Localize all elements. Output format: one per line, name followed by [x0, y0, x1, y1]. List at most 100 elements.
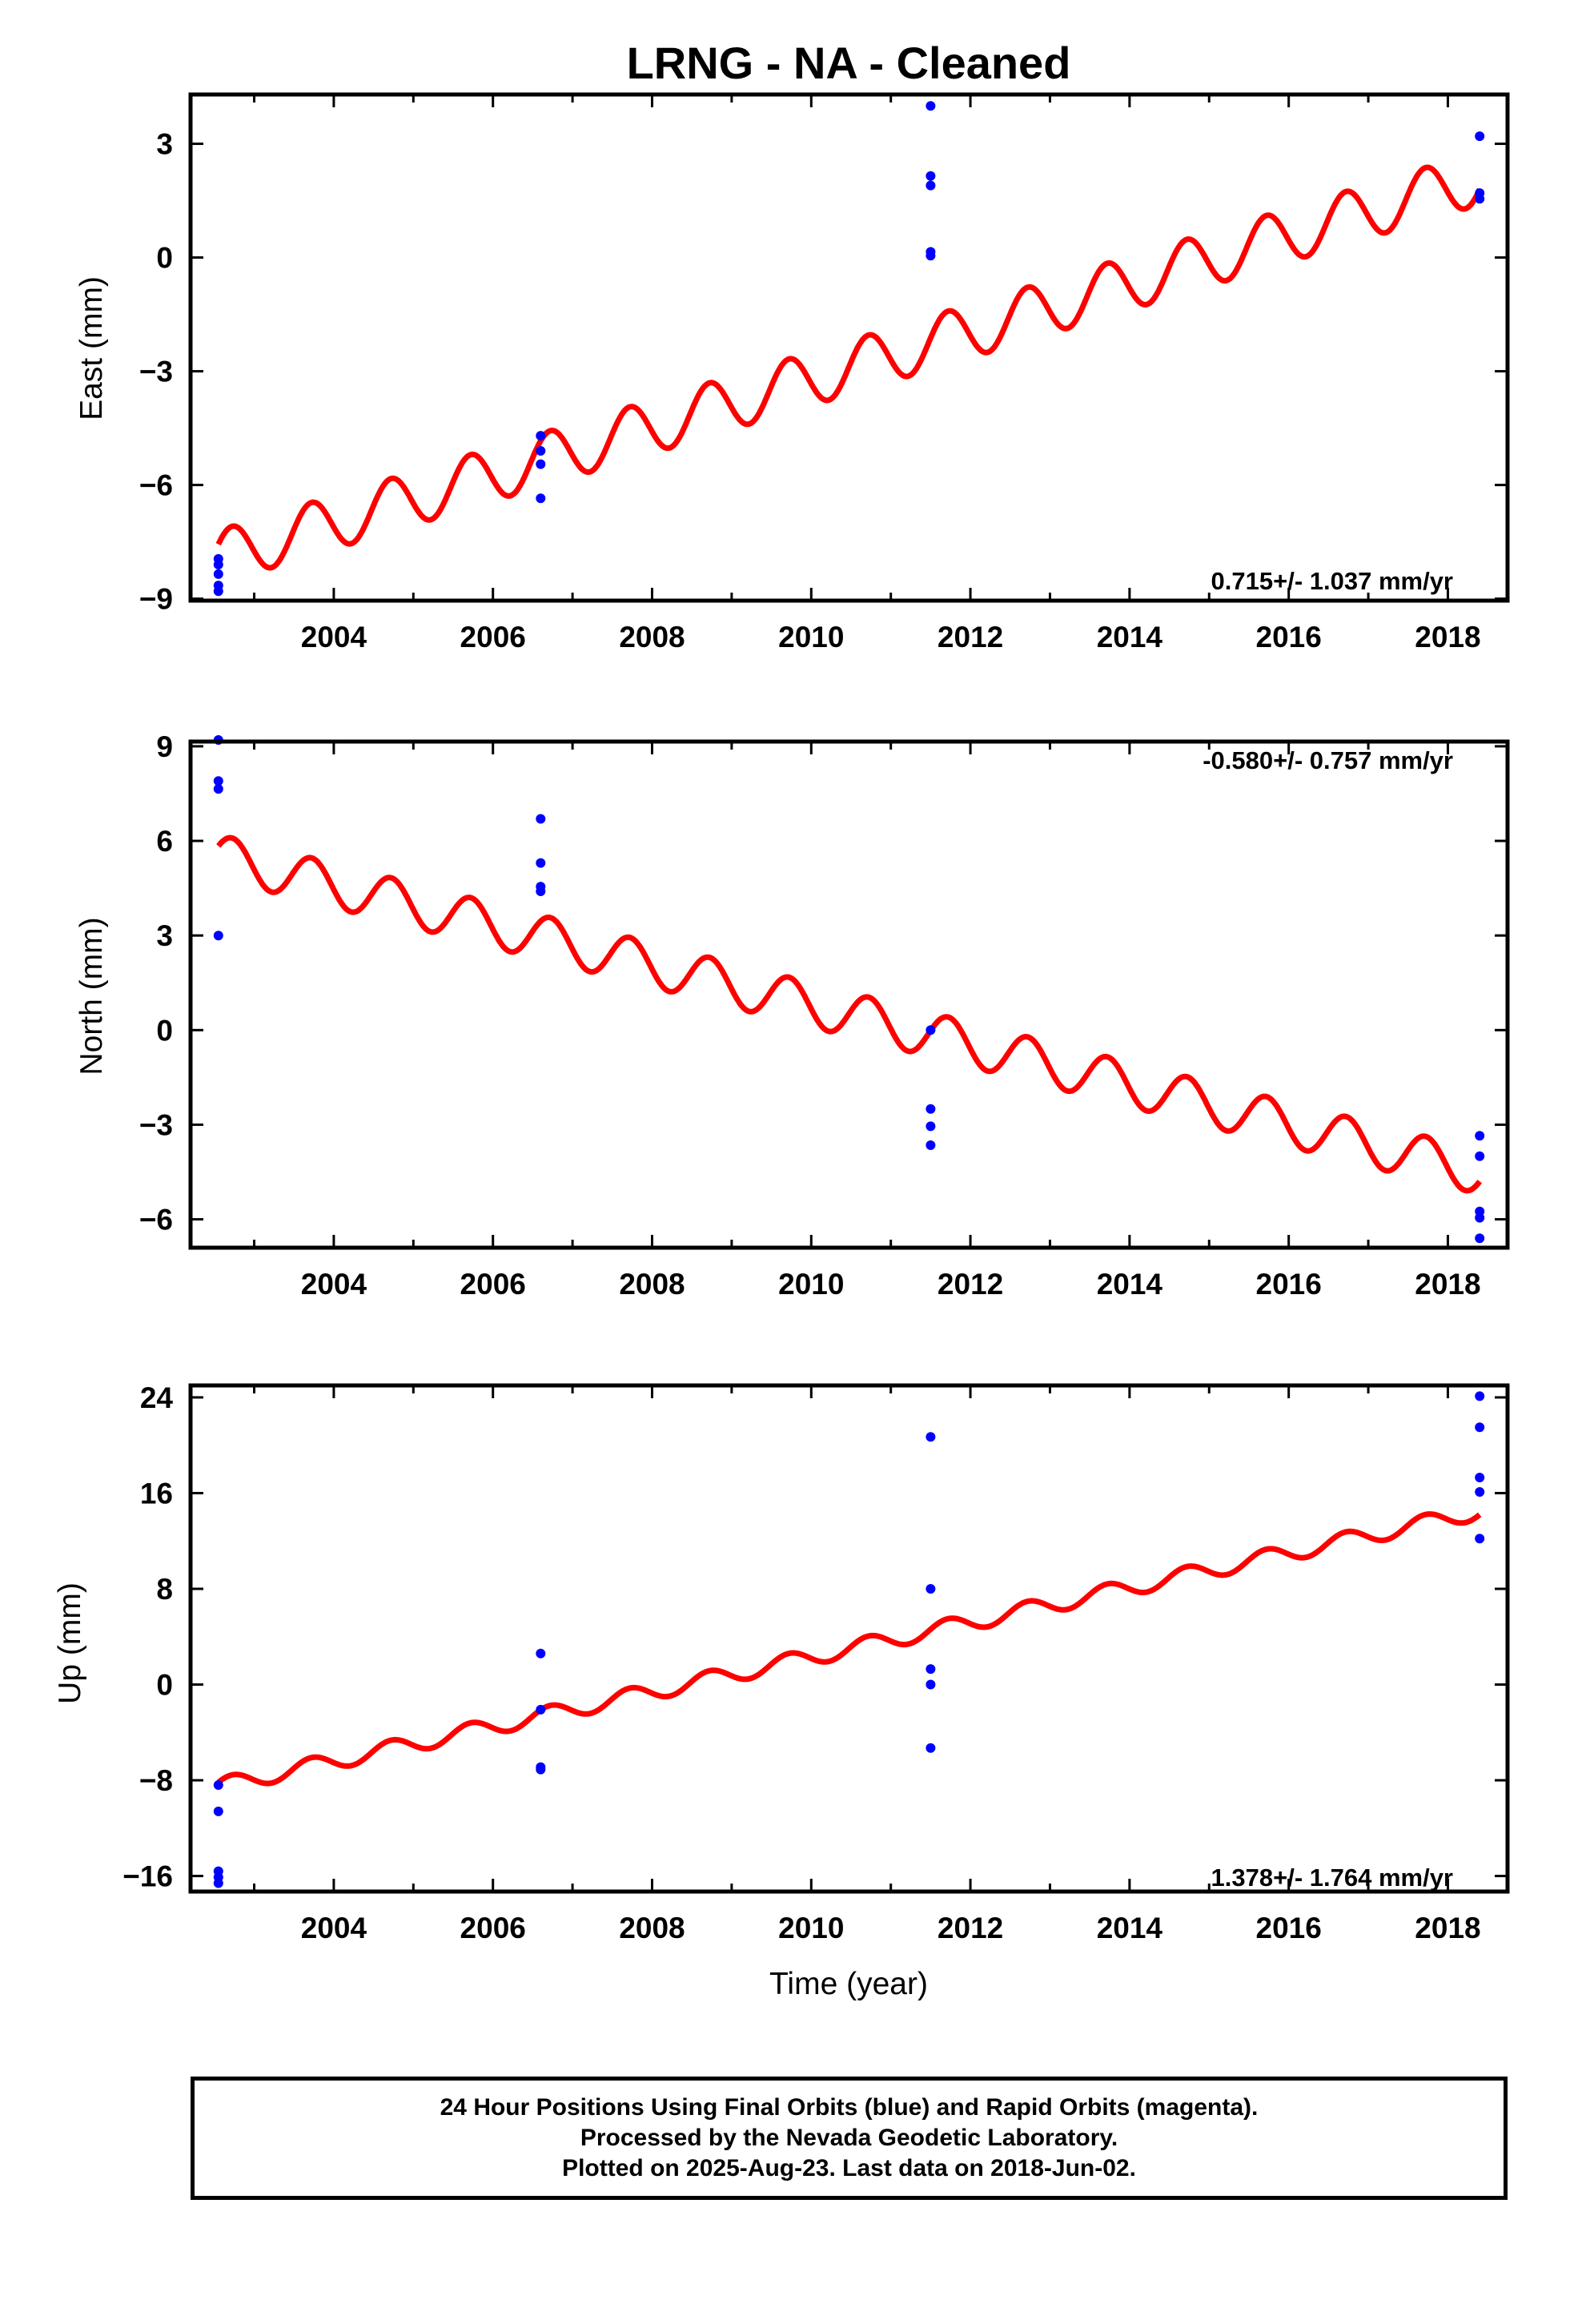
- east-y-tick-label: 3: [156, 128, 173, 161]
- north-x-tick-label: 2006: [460, 1268, 526, 1301]
- east-data-point: [1475, 194, 1485, 204]
- up-y-tick-label: −16: [122, 1860, 173, 1893]
- footer-line-3: Plotted on 2025-Aug-23. Last data on 201…: [562, 2155, 1136, 2181]
- east-data-point: [536, 493, 546, 504]
- east-data-point: [926, 171, 936, 181]
- up-panel: 1.378+/- 1.764 mm/yr Up (mm) 2004 2006 200…: [53, 1381, 1510, 1944]
- up-data-point: [536, 1704, 546, 1715]
- east-data-point: [213, 560, 223, 569]
- north-rate-label: -0.580+/- 0.757 mm/yr: [1203, 746, 1453, 774]
- north-x-tick-label: 2014: [1097, 1268, 1163, 1301]
- north-data-point: [1475, 1151, 1485, 1161]
- up-x-tick-label: 2012: [938, 1912, 1003, 1944]
- up-data-point: [1475, 1422, 1485, 1433]
- north-data-point: [926, 1025, 936, 1035]
- north-data-point: [926, 1121, 936, 1132]
- north-data-point: [213, 784, 223, 794]
- east-model-curve: [215, 164, 1483, 571]
- up-y-tick-label: 16: [140, 1477, 173, 1510]
- north-data-point: [1475, 1233, 1485, 1244]
- up-ylabel: Up (mm): [53, 1582, 87, 1704]
- east-y-tick-label: −9: [139, 583, 173, 616]
- up-data-point: [926, 1664, 936, 1675]
- east-data-point: [213, 586, 223, 597]
- up-data-point: [926, 1743, 936, 1753]
- east-plot-frame: [188, 92, 1510, 603]
- footer-caption-box: 24 Hour Positions Using Final Orbits (bl…: [191, 2077, 1508, 2200]
- north-data-point: [1475, 1212, 1485, 1223]
- up-data-point: [926, 1432, 936, 1442]
- east-data-point: [213, 569, 223, 579]
- east-rate-label: 0.715+/- 1.037 mm/yr: [1211, 567, 1453, 595]
- north-y-tick-label: 0: [156, 1014, 173, 1047]
- east-panel: 0.715+/- 1.037 mm/yr East (mm) 2004 2006 2…: [74, 92, 1510, 653]
- north-data-point: [536, 887, 546, 896]
- up-data-point: [926, 1584, 936, 1594]
- up-y-tick-label: 0: [156, 1669, 173, 1702]
- north-data-point: [213, 776, 223, 786]
- north-plot-frame: [188, 739, 1510, 1250]
- east-y-tick-label: −6: [139, 469, 173, 502]
- east-data-point: [536, 431, 546, 441]
- figure-title: LRNG - NA - Cleaned: [627, 38, 1071, 88]
- footer-line-1: 24 Hour Positions Using Final Orbits (bl…: [440, 2094, 1259, 2121]
- north-x-tick-label: 2008: [619, 1268, 685, 1301]
- north-x-tick-label: 2012: [938, 1268, 1003, 1301]
- east-y-tick-label: 0: [156, 242, 173, 275]
- footer-line-2: Processed by the Nevada Geodetic Laborat…: [580, 2125, 1118, 2151]
- up-data-point: [1475, 1473, 1485, 1482]
- up-x-tick-label: 2014: [1097, 1912, 1163, 1944]
- north-x-tick-label: 2016: [1256, 1268, 1322, 1301]
- east-x-tick-label: 2006: [460, 621, 526, 653]
- north-y-tick-label: −3: [139, 1108, 173, 1141]
- up-x-tick-label: 2010: [778, 1912, 844, 1944]
- east-x-tick-label: 2012: [938, 621, 1003, 653]
- up-model-curve: [216, 1511, 1482, 1787]
- north-data-point: [926, 1104, 936, 1114]
- up-y-tick-label: 24: [140, 1381, 174, 1414]
- up-data-point: [1475, 1391, 1485, 1401]
- north-y-tick-label: 6: [156, 825, 173, 858]
- north-y-tick-label: −6: [139, 1204, 173, 1236]
- north-y-tick-label: 9: [156, 730, 173, 763]
- east-y-tick-label: −3: [139, 356, 173, 388]
- east-data-point: [536, 459, 546, 469]
- east-ylabel: East (mm): [74, 276, 109, 420]
- up-x-tick-label: 2018: [1415, 1912, 1480, 1944]
- east-data-point: [926, 251, 936, 261]
- north-model-curve: [216, 834, 1482, 1194]
- east-x-tick-label: 2014: [1097, 621, 1163, 653]
- north-y-tick-label: 3: [156, 919, 173, 952]
- east-x-tick-label: 2010: [778, 621, 844, 653]
- up-plot-frame: [188, 1383, 1510, 1894]
- up-data-point: [1475, 1534, 1485, 1544]
- up-data-point: [1475, 1487, 1485, 1497]
- north-ylabel: North (mm): [74, 917, 109, 1075]
- north-panel: -0.580+/- 0.757 mm/yr North (mm) 2004 200…: [74, 730, 1510, 1301]
- up-data-point: [926, 1679, 936, 1690]
- east-data-point: [926, 101, 936, 111]
- north-data-point: [213, 931, 223, 941]
- up-x-tick-label: 2016: [1256, 1912, 1322, 1944]
- up-data-point: [213, 1780, 223, 1790]
- up-x-tick-label: 2006: [460, 1912, 526, 1944]
- east-x-tick-label: 2016: [1256, 621, 1322, 653]
- north-x-tick-label: 2004: [301, 1268, 367, 1301]
- up-rate-label: 1.378+/- 1.764 mm/yr: [1211, 1864, 1453, 1892]
- east-data-point: [926, 180, 936, 191]
- north-data-point: [536, 858, 546, 868]
- up-data-point: [213, 1806, 223, 1816]
- east-data-point: [536, 446, 546, 456]
- north-x-tick-label: 2010: [778, 1268, 844, 1301]
- north-x-tick-label: 2018: [1415, 1268, 1480, 1301]
- x-axis-label: Time (year): [769, 1967, 928, 2001]
- east-data-point: [1475, 131, 1485, 142]
- up-x-tick-label: 2004: [301, 1912, 367, 1944]
- up-y-tick-label: −8: [139, 1764, 173, 1797]
- up-data-point: [536, 1764, 546, 1775]
- north-data-point: [1475, 1131, 1485, 1141]
- north-data-point: [926, 1140, 936, 1150]
- up-x-tick-label: 2008: [619, 1912, 685, 1944]
- north-data-point: [536, 814, 546, 824]
